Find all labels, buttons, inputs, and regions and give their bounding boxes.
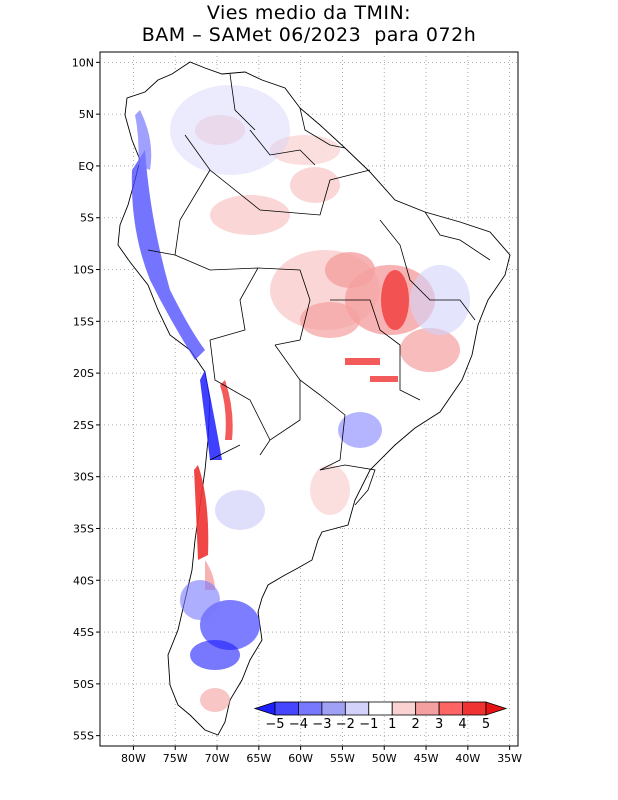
lat-tick-label: EQ <box>78 160 94 173</box>
lat-tick-label: 10S <box>73 264 94 277</box>
lon-tick-label: 75W <box>163 752 188 765</box>
lon-tick-label: 70W <box>205 752 230 765</box>
colorbar-arrow-right <box>485 701 508 716</box>
colorbar-box <box>438 701 463 716</box>
colorbar-label: 1 <box>388 717 396 732</box>
colorbar-box <box>462 701 487 716</box>
colorbar-label: −2 <box>336 717 355 732</box>
colorbar-box <box>344 701 370 716</box>
south-america-landmass <box>117 61 511 736</box>
colorbar-label: −3 <box>312 717 331 732</box>
lat-tick-label: 5N <box>79 108 94 121</box>
axis-ticks: 10N 5N EQ 5S 10S 15S 20S 25S 30S 35S 40S 45S 50S 55S 8… <box>72 56 522 765</box>
colorbar-label: −1 <box>359 717 378 732</box>
lat-tick-label: 50S <box>73 678 94 691</box>
colorbar-box <box>415 701 440 716</box>
colorbar-box <box>368 701 393 716</box>
colorbar-label: −5 <box>265 717 284 732</box>
lon-tick-label: 35W <box>497 752 522 765</box>
map-title-line-2: BAM – SAMet 06/2023 para 072h <box>141 24 477 46</box>
lon-tick-label: 60W <box>288 752 313 765</box>
lon-tick-label: 40W <box>455 752 480 765</box>
map-title-line-1: Vies medio da TMIN: <box>206 2 412 24</box>
colorbar-label: 3 <box>435 717 443 732</box>
colorbar-box <box>274 701 299 716</box>
lat-tick-label: 30S <box>73 471 94 484</box>
lon-tick-label: 80W <box>121 752 146 765</box>
lat-tick-label: 15S <box>73 315 94 328</box>
colorbar-label: 5 <box>482 717 490 732</box>
lat-tick-label: 45S <box>73 626 94 639</box>
lat-tick-label: 5S <box>80 212 94 225</box>
bias-shading <box>131 85 470 712</box>
country-borders <box>147 73 491 506</box>
lat-tick-label: 55S <box>73 730 94 743</box>
colorbar-box <box>298 701 323 716</box>
colorbar-box <box>391 701 417 716</box>
colorbar-label: 4 <box>458 717 466 732</box>
colorbar-box <box>321 701 346 716</box>
lat-tick-label: 20S <box>73 367 94 380</box>
lat-tick-label: 35S <box>73 522 94 535</box>
lat-tick-label: 10N <box>72 56 94 69</box>
colorbar: −5 −4 −3 −2 −1 1 2 3 4 5 <box>253 701 508 732</box>
lon-tick-label: 65W <box>246 752 271 765</box>
lat-tick-label: 40S <box>73 574 94 587</box>
colorbar-label: 2 <box>412 717 420 732</box>
lon-tick-label: 45W <box>414 752 439 765</box>
lat-tick-label: 25S <box>73 419 94 432</box>
lon-tick-label: 55W <box>330 752 355 765</box>
lon-tick-label: 50W <box>372 752 397 765</box>
colorbar-label: −4 <box>289 717 308 732</box>
